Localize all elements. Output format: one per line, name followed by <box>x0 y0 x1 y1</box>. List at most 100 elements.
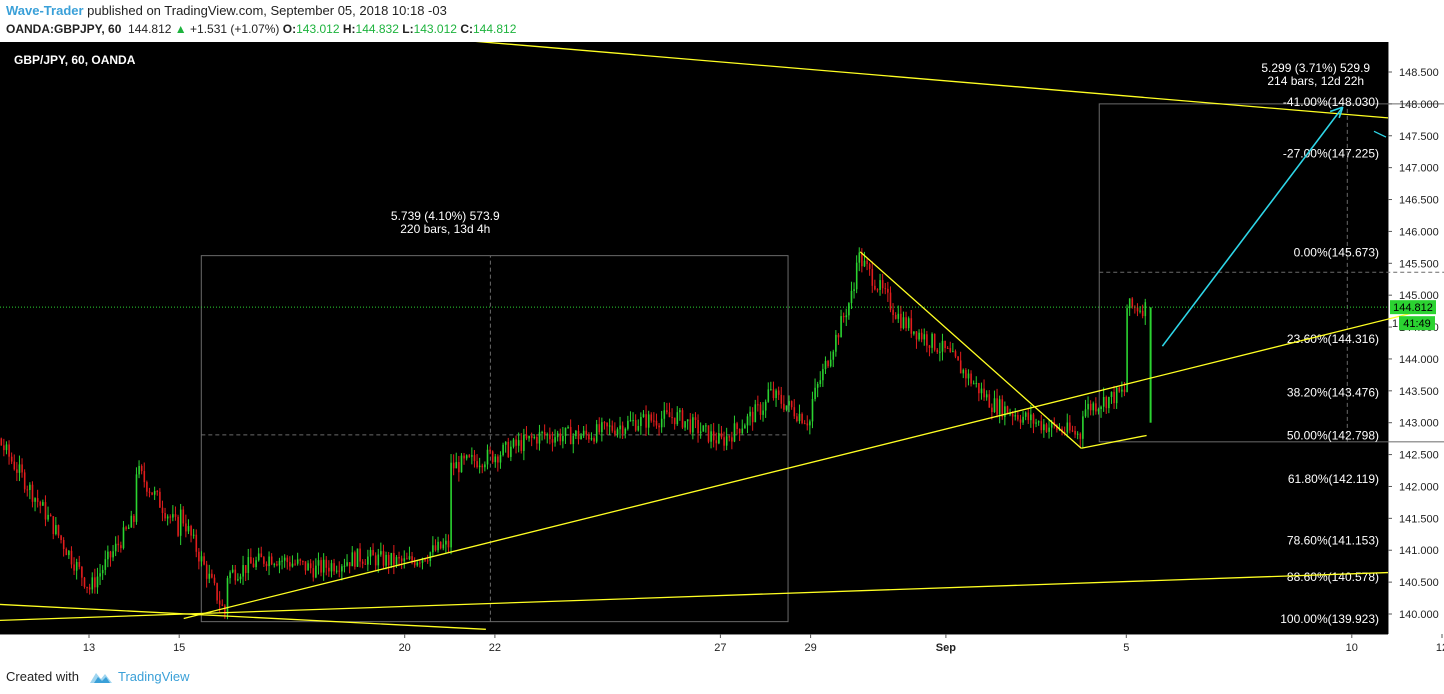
candle-body <box>915 331 918 340</box>
time-axis[interactable]: 131520222729Sep510121719 <box>83 634 1444 654</box>
candle-body <box>229 572 231 579</box>
candle-body <box>894 315 897 319</box>
candle-body <box>996 398 998 415</box>
candle-body <box>86 586 88 588</box>
candle-body <box>543 432 546 436</box>
candle-body <box>463 455 465 459</box>
candle-body <box>1043 424 1045 431</box>
candle-body <box>351 552 354 567</box>
candle-body <box>88 587 91 590</box>
candle-body <box>1011 413 1014 417</box>
candle-body <box>304 561 307 571</box>
candle-body <box>1126 308 1128 393</box>
fib-level-label: 78.60%(141.153) <box>1287 533 1379 547</box>
tradingview-logo-icon[interactable] <box>88 669 114 690</box>
candle-body <box>842 316 845 318</box>
candle-body <box>68 550 70 556</box>
candle-body <box>55 525 57 535</box>
close-value: 144.812 <box>472 22 517 36</box>
candle-body <box>861 252 863 267</box>
candle-body <box>564 427 567 436</box>
candle-body <box>382 551 385 566</box>
candle-body <box>827 360 829 367</box>
candle-body <box>120 545 122 549</box>
candle-body <box>902 317 905 329</box>
candle-body <box>798 413 801 422</box>
candle-body <box>255 560 257 568</box>
candle-body <box>762 410 764 415</box>
candle-body <box>99 573 101 577</box>
candle-body <box>655 420 658 426</box>
candle-body <box>741 428 744 434</box>
candle-body <box>712 431 715 441</box>
candle-body <box>897 313 900 319</box>
candle-body <box>780 394 783 404</box>
chart-area[interactable]: 5.739 (4.10%) 573.9 220 bars, 13d 4h 5.299… <box>0 42 1444 660</box>
price-tick-label: 140.000 <box>1399 609 1439 621</box>
price-axis[interactable]: 148.500 148.000 147.500 147.000 146.500 146.0… <box>1388 67 1439 621</box>
candle-body <box>385 554 387 566</box>
fib-level-label: 50.00%(142.798) <box>1287 429 1379 443</box>
published-text: published on TradingView.com, September … <box>83 3 447 18</box>
candle-body <box>8 444 10 457</box>
countdown-badge-text: 41:49 <box>1403 318 1431 330</box>
candle-body <box>299 559 302 562</box>
candle-body <box>881 280 884 289</box>
candle-body <box>494 456 497 463</box>
candle-body <box>1139 310 1141 312</box>
candle-body <box>481 465 484 468</box>
cut-price-label: 1 <box>1392 318 1398 330</box>
fib-level-label: 38.20%(143.476) <box>1287 385 1379 399</box>
price-tick-label: 142.000 <box>1399 481 1439 493</box>
candle-body <box>832 351 835 360</box>
symbol-label: OANDA:GBPJPY, 60 <box>6 22 122 36</box>
author-link[interactable]: Wave-Trader <box>6 3 84 18</box>
candle-body <box>1128 298 1131 309</box>
candle-body <box>868 264 871 269</box>
candle-body <box>1063 432 1066 434</box>
candle-body <box>918 332 920 340</box>
candle-body <box>666 410 668 413</box>
candle-body <box>621 425 624 434</box>
open-label: O: <box>282 22 297 36</box>
candle-body <box>866 260 868 265</box>
target-arrowhead-left <box>1329 106 1344 113</box>
candle-body <box>458 462 460 473</box>
time-tick-label: 22 <box>489 642 501 654</box>
candle-body <box>684 421 686 428</box>
fib-level-label: -27.00%(147.225) <box>1283 146 1379 160</box>
time-tick-label: Sep <box>936 642 956 654</box>
candle-body <box>536 436 538 444</box>
candle-body <box>372 550 374 556</box>
candle-body <box>972 383 975 385</box>
fib-level-label: 61.80%(142.119) <box>1288 472 1379 486</box>
candle-body <box>406 558 408 560</box>
candle-body <box>346 562 348 566</box>
candle-body <box>400 558 403 562</box>
candle-body <box>1027 412 1030 421</box>
candle-body <box>650 414 653 421</box>
candle-body <box>195 534 198 552</box>
trendline-wedge-base <box>1081 434 1147 449</box>
candle-body <box>770 389 772 391</box>
time-tick-label: 20 <box>399 642 411 654</box>
candle-body <box>29 484 31 491</box>
candle-body <box>244 565 247 573</box>
tradingview-brand-link[interactable]: TradingView <box>118 669 190 684</box>
publication-line: Wave-Trader published on TradingView.com… <box>6 3 447 18</box>
target-arrow-line <box>1161 106 1344 347</box>
candle-body <box>252 563 255 568</box>
candle-body <box>725 436 728 446</box>
candle-body <box>476 461 478 468</box>
measure-label-1-line2: 220 bars, 13d 4h <box>400 222 490 236</box>
candle-body <box>200 556 203 562</box>
candle-body <box>952 351 954 353</box>
candle-body <box>790 401 793 408</box>
candle-body <box>975 383 978 385</box>
candle-body <box>850 290 853 304</box>
candles-layer <box>0 247 1152 620</box>
candle-body <box>645 414 647 428</box>
candle-body <box>1014 415 1017 417</box>
